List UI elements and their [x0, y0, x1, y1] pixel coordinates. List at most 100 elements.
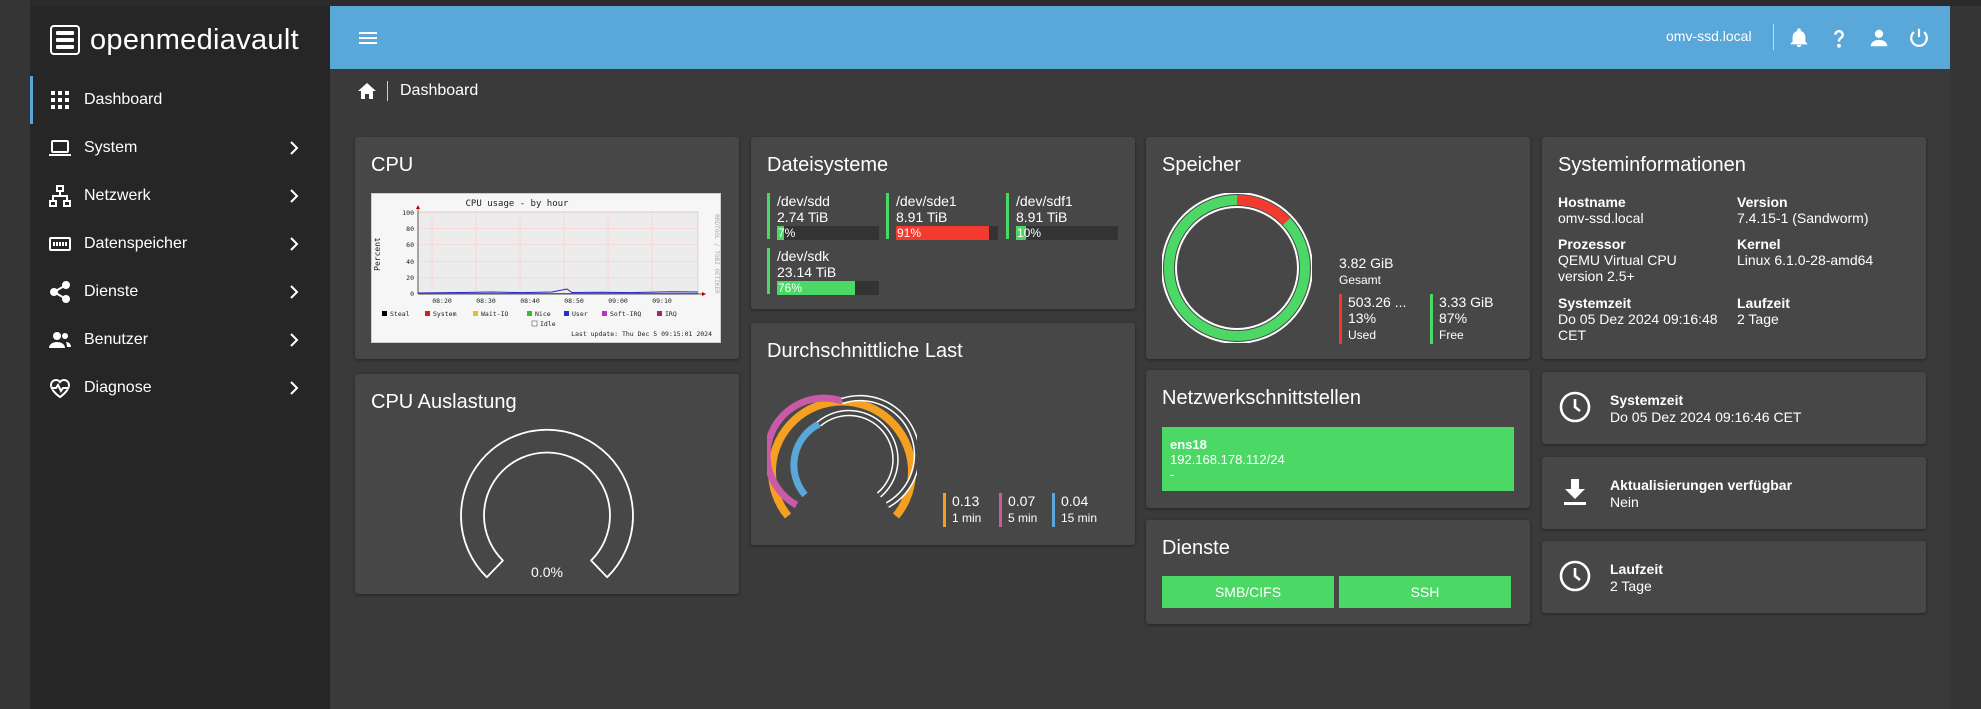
- storage-icon: [49, 237, 71, 251]
- uptime-value: 2 Tage: [1737, 311, 1779, 327]
- hostname-value: omv-ssd.local: [1558, 210, 1644, 226]
- sidebar-item-dienste[interactable]: Dienste: [30, 268, 330, 316]
- fs-indicator: [767, 193, 770, 239]
- app-logo[interactable]: openmediavault: [50, 22, 299, 58]
- filesystem-sdd[interactable]: /dev/sdd 2.74 TiB 7%: [767, 193, 879, 240]
- legend-idle: Idle: [540, 320, 556, 328]
- graph-ytick: 40: [406, 258, 414, 266]
- fs-size: 2.74 TiB: [777, 209, 829, 225]
- help-icon[interactable]: [1828, 27, 1850, 49]
- legend-wait-io: Wait-IO: [481, 310, 508, 318]
- memory-card: Speicher 3.82 GiB Gesamt 503.26 ... 13% …: [1146, 137, 1530, 359]
- kernel-value: Linux 6.1.0-28-amd64: [1737, 252, 1874, 268]
- sidebar-item-label: Datenspeicher: [84, 235, 188, 252]
- load-5min: 0.07 5 min: [999, 493, 1038, 527]
- app-name: openmediavault: [90, 23, 299, 56]
- graph-ytick: 0: [410, 290, 414, 298]
- fs-indicator: [886, 193, 889, 239]
- legend-steal: Steal: [390, 310, 410, 318]
- sidebar-item-system[interactable]: System: [30, 124, 330, 172]
- user-icon[interactable]: [1868, 27, 1890, 49]
- uptime-card-label: Laufzeit: [1610, 561, 1663, 577]
- clock-icon: [1559, 560, 1591, 592]
- legend-soft-irq: Soft-IRQ: [610, 310, 641, 318]
- filesystem-sdk[interactable]: /dev/sdk 23.14 TiB 76%: [767, 248, 879, 295]
- processor-label: Prozessor: [1558, 236, 1626, 252]
- clock-icon: [1559, 391, 1591, 423]
- service-ssh[interactable]: SSH: [1339, 576, 1511, 608]
- interface-address: 192.168.178.112/24: [1170, 452, 1285, 467]
- sidebar-item-label: Benutzer: [84, 331, 149, 348]
- sidebar: openmediavault Dashboard System Netzwerk: [30, 6, 330, 709]
- systime-value-line1: Do 05 Dez 2024 09:16:48: [1558, 311, 1718, 327]
- systime-label: Systemzeit: [1558, 295, 1632, 311]
- breadcrumb-divider: [387, 81, 388, 101]
- card-title: Dateisysteme: [767, 154, 889, 176]
- chevron-right-icon: [290, 333, 299, 347]
- processor-value-line1: QEMU Virtual CPU: [1558, 252, 1677, 268]
- sidebar-item-dashboard[interactable]: Dashboard: [30, 76, 330, 124]
- graph-xtick: 08:50: [564, 297, 584, 305]
- processor-value-line2: version 2.5+: [1558, 268, 1635, 284]
- memory-used-label: Used: [1348, 328, 1377, 342]
- heart-pulse-icon: [49, 379, 71, 399]
- memory-free-percent: 87%: [1439, 310, 1468, 326]
- memory-total-value: 3.82 GiB: [1339, 255, 1394, 271]
- systime-value-line2: CET: [1558, 327, 1586, 343]
- graph-xtick: 08:20: [432, 297, 452, 305]
- graph-ytick: 20: [406, 274, 414, 282]
- fs-indicator: [1006, 193, 1009, 239]
- card-title: CPU: [371, 154, 414, 176]
- load-label: 5 min: [1008, 511, 1038, 525]
- interface-name: ens18: [1170, 437, 1207, 452]
- sidebar-item-label: Dashboard: [84, 91, 163, 108]
- graph-ytick: 100: [402, 209, 414, 217]
- menu-icon[interactable]: [358, 28, 378, 48]
- card-title: Speicher: [1162, 154, 1241, 176]
- cpu-usage-graph: CPU usage - by hour Percent RRDTOOL / TO…: [371, 193, 721, 343]
- sidebar-item-benutzer[interactable]: Benutzer: [30, 316, 330, 364]
- sidebar-item-diagnose[interactable]: Diagnose: [30, 364, 330, 412]
- power-icon[interactable]: [1908, 27, 1930, 49]
- load-gauge: [767, 394, 917, 519]
- load-value: 0.07: [1008, 493, 1036, 509]
- memory-free-indicator: [1430, 294, 1433, 344]
- fs-usage-bar: 7%: [777, 226, 879, 240]
- uptime-label: Laufzeit: [1737, 295, 1790, 311]
- memory-used-arc: [1164, 195, 1310, 341]
- updates-label: Aktualisierungen verfügbar: [1610, 477, 1793, 493]
- systemtime-label: Systemzeit: [1610, 392, 1684, 408]
- legend-user: User: [572, 310, 588, 318]
- fs-device: /dev/sdk: [777, 248, 830, 264]
- load-value: 0.13: [952, 493, 980, 509]
- network-interfaces-card: Netzwerkschnittstellen ens18 192.168.178…: [1146, 370, 1530, 508]
- filesystem-sdf1[interactable]: /dev/sdf1 8.91 TiB 10%: [1006, 193, 1118, 240]
- load-indicator: [943, 493, 946, 527]
- window-top-edge: [0, 0, 1981, 6]
- version-value: 7.4.15-1 (Sandworm): [1737, 210, 1869, 226]
- home-icon[interactable]: [357, 81, 377, 101]
- load-label: 15 min: [1061, 511, 1098, 525]
- filesystem-sde1[interactable]: /dev/sde1 8.91 TiB 91%: [886, 193, 998, 240]
- sidebar-item-datenspeicher[interactable]: Datenspeicher: [30, 220, 330, 268]
- network-interface-ens18[interactable]: ens18 192.168.178.112/24 -: [1162, 427, 1514, 491]
- sidebar-item-netzwerk[interactable]: Netzwerk: [30, 172, 330, 220]
- cpu-gauge-value: 0.0%: [531, 564, 563, 580]
- cpu-gauge: [460, 428, 634, 579]
- updates-card: Aktualisierungen verfügbar Nein: [1542, 457, 1926, 529]
- toolbar-divider: [1773, 24, 1774, 50]
- sidebar-nav: Dashboard System Netzwerk Datenspeicher: [30, 76, 330, 412]
- system-info-card: Systeminformationen Hostname omv-ssd.loc…: [1542, 137, 1926, 359]
- hostname-label: omv-ssd.local: [1666, 28, 1752, 44]
- load-average-card: Durchschnittliche Last 0.13 1 min 0.07 5…: [751, 323, 1135, 545]
- sidebar-item-label: Diagnose: [84, 379, 152, 396]
- load-indicator: [1052, 493, 1055, 527]
- users-icon: [49, 332, 71, 348]
- memory-free: 3.33 GiB 87% Free: [1430, 294, 1493, 344]
- bell-icon[interactable]: [1788, 27, 1810, 49]
- load-indicator: [999, 493, 1002, 527]
- fs-usage-bar: 76%: [777, 281, 879, 295]
- memory-total-label: Gesamt: [1339, 273, 1382, 287]
- service-smb-cifs[interactable]: SMB/CIFS: [1162, 576, 1334, 608]
- fs-device: /dev/sde1: [896, 193, 957, 209]
